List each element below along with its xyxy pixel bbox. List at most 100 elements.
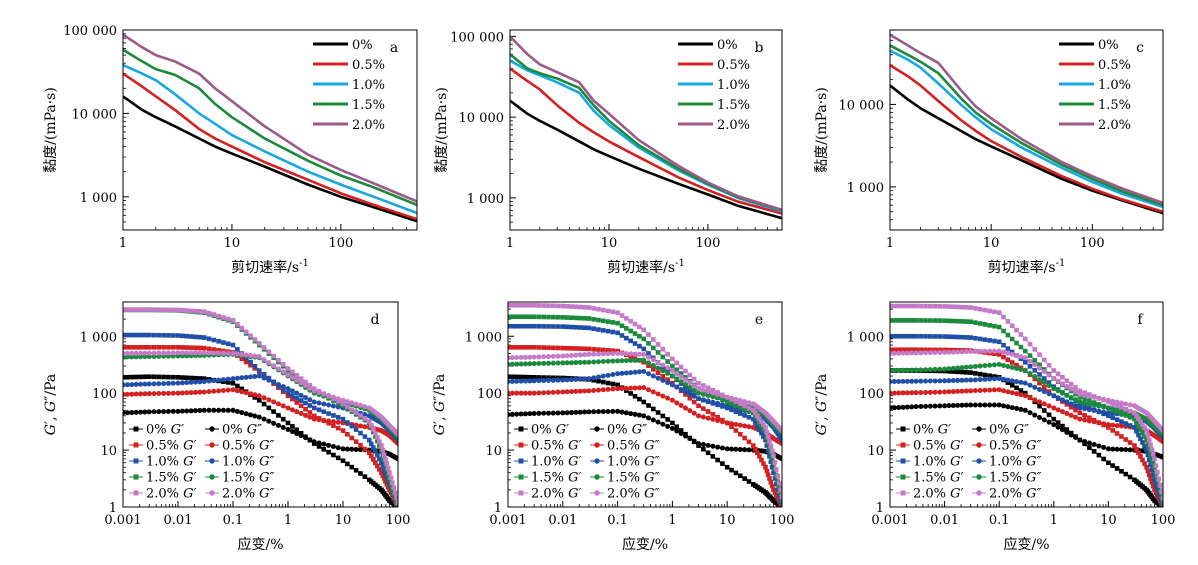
data-layer — [890, 303, 1163, 507]
data-point — [151, 391, 157, 397]
data-point — [1150, 483, 1156, 489]
data-point — [1005, 332, 1011, 338]
data-point — [1032, 368, 1038, 373]
data-point — [307, 403, 313, 408]
data-point — [691, 383, 697, 389]
data-point — [129, 350, 135, 356]
legend-swatch-marker — [518, 442, 524, 448]
plot-frame — [889, 29, 1164, 231]
data-point — [900, 347, 906, 353]
data-point — [133, 374, 139, 380]
data-point — [1064, 384, 1070, 390]
data-point — [1091, 407, 1097, 413]
data-point — [586, 351, 592, 357]
data-point — [619, 358, 625, 364]
data-point — [573, 304, 579, 310]
data-point — [710, 387, 716, 393]
data-point — [1001, 349, 1007, 355]
data-point — [610, 386, 616, 392]
data-point — [987, 387, 993, 393]
data-point — [655, 342, 661, 347]
data-point — [358, 471, 363, 476]
data-point — [184, 308, 190, 313]
data-point — [285, 393, 291, 399]
data-point — [950, 349, 956, 355]
data-point — [768, 443, 774, 449]
data-point — [918, 350, 924, 356]
data-point — [628, 328, 633, 334]
panel-label: e — [755, 312, 763, 328]
data-point — [508, 344, 511, 350]
data-point — [737, 401, 743, 407]
data-point — [591, 351, 597, 357]
x-tick-label: 1 — [119, 236, 127, 251]
data-point — [772, 476, 778, 481]
data-point — [395, 500, 398, 505]
legend-label-part: 1.0% — [989, 455, 1026, 470]
data-point — [230, 387, 236, 393]
data-point — [124, 391, 130, 397]
data-point — [366, 419, 372, 424]
data-point — [1032, 374, 1038, 380]
data-point — [192, 408, 198, 414]
data-point — [646, 351, 651, 356]
legend-label: 0.5% G″ — [222, 439, 275, 454]
data-point — [715, 444, 721, 450]
data-point — [353, 422, 359, 428]
plot-frame — [889, 301, 1164, 508]
data-point — [510, 344, 515, 350]
data-point — [765, 448, 771, 454]
data-point — [243, 390, 249, 396]
data-point — [772, 460, 778, 465]
legend-label: 0% — [1098, 38, 1119, 53]
data-point — [650, 389, 656, 395]
x-tick-label: 10 — [1100, 513, 1117, 528]
y-axis-title-part: G — [432, 424, 448, 435]
data-point — [206, 310, 212, 316]
y-axis-title-part: ′, — [432, 412, 448, 424]
data-point — [715, 414, 720, 420]
data-point — [987, 308, 992, 314]
data-point — [764, 429, 770, 435]
data-point — [932, 366, 938, 372]
data-point — [691, 376, 697, 382]
data-point — [307, 410, 313, 415]
data-point — [691, 393, 697, 399]
data-point — [905, 318, 910, 323]
data-point — [771, 470, 776, 476]
data-point — [151, 409, 157, 415]
data-point — [1055, 395, 1061, 401]
data-point — [729, 467, 734, 473]
data-point — [541, 324, 546, 329]
data-point — [687, 372, 693, 378]
data-point — [256, 397, 262, 403]
data-point — [1064, 429, 1070, 435]
data-point — [230, 376, 236, 382]
legend-swatch-marker — [976, 458, 982, 464]
series-line-2.0% — [510, 35, 782, 212]
data-point — [1064, 411, 1070, 417]
y-tick-label: 1 000 — [847, 181, 884, 196]
data-point — [691, 410, 697, 416]
data-point — [560, 324, 566, 329]
data-point — [923, 347, 928, 353]
data-point — [678, 364, 684, 370]
data-point — [660, 362, 666, 368]
data-point — [904, 350, 910, 356]
data-point — [619, 351, 625, 357]
data-point — [923, 378, 929, 384]
data-point — [321, 441, 327, 447]
data-point — [1032, 412, 1038, 418]
data-point — [767, 454, 772, 459]
data-point — [937, 403, 943, 409]
data-point — [151, 374, 157, 380]
legend-label-part: G′ — [568, 439, 581, 454]
data-point — [243, 352, 249, 358]
legend-label-part: G′ — [950, 439, 963, 454]
data-point — [696, 386, 702, 392]
data-point — [179, 350, 185, 356]
data-point — [303, 406, 308, 412]
data-point — [963, 377, 969, 383]
x-axis-title-superscript: -1 — [675, 258, 685, 269]
data-point — [188, 390, 194, 396]
